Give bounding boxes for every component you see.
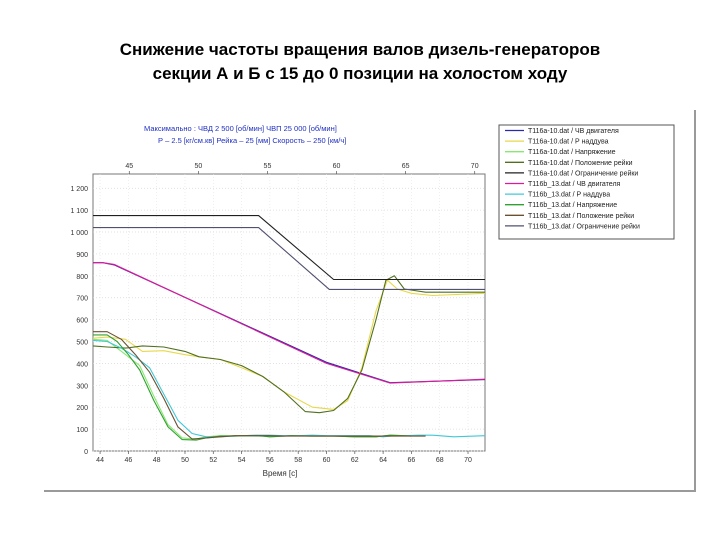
series-line: [93, 227, 485, 290]
x-bottom-tick-label: 70: [464, 457, 472, 464]
series-line: [92, 275, 485, 414]
x-axis-label: Время [с]: [263, 469, 298, 478]
series-line: [93, 331, 426, 440]
x-bottom-tick-label: 54: [238, 457, 246, 464]
legend-label: T116a-10.dat / Положение рейки: [528, 159, 633, 167]
x-bottom-tick-label: 46: [124, 457, 132, 464]
chart-header-line-1: Максимально : ЧВД 2 500 [об/мин] ЧВП 25 …: [144, 124, 337, 133]
x-top-tick-label: 50: [194, 163, 202, 170]
legend-label: T116a-10.dat / ЧВ двигателя: [528, 128, 619, 135]
y-tick-label: 400: [76, 361, 88, 368]
y-tick-label: 600: [76, 318, 88, 325]
x-top-tick-label: 70: [471, 163, 479, 170]
x-bottom-tick-label: 62: [351, 457, 359, 464]
x-bottom-tick-label: 44: [96, 457, 104, 464]
legend-label: T116b_13.dat / Ограничение рейки: [528, 222, 640, 230]
x-bottom-tick-label: 64: [379, 457, 387, 464]
x-top-tick-label: 55: [264, 163, 272, 170]
y-tick-label: 1 000: [70, 230, 88, 237]
axis-ticks: 0 100 200 300 400 500 600 700 800 900 1 000 1 100 1 …: [70, 163, 478, 464]
title-line-1: Снижение частоты вращения валов дизель-г…: [119, 40, 601, 59]
x-top-tick-label: 60: [333, 163, 341, 170]
chart-frame: [44, 110, 696, 492]
legend-label: T116a-10.dat / Ограничение рейки: [528, 169, 638, 177]
x-bottom-tick-label: 52: [209, 457, 217, 464]
slide-title: Снижение частоты вращения валов дизель-г…: [0, 38, 720, 86]
series-line: [93, 215, 485, 281]
y-tick-label: 1 100: [70, 208, 88, 215]
y-tick-label: 1 200: [70, 186, 88, 193]
x-bottom-tick-label: 66: [408, 457, 416, 464]
legend-label: T116b_13.dat / Напряжение: [528, 202, 617, 209]
x-bottom-tick-label: 48: [153, 457, 161, 464]
legend-label: T116b_13.dat / Р наддува: [528, 192, 610, 199]
y-tick-label: 200: [76, 405, 88, 412]
series-line: [93, 262, 486, 384]
x-bottom-tick-label: 56: [266, 457, 274, 464]
y-tick-label: 900: [76, 252, 88, 259]
legend-label: T116a-10.dat / Напряжение: [528, 149, 616, 156]
title-line-2: секции А и Б с 15 до 0 позиции на холост…: [152, 64, 568, 83]
x-bottom-tick-label: 68: [436, 457, 444, 464]
legend-label: T116b_13.dat / ЧВ двигателя: [528, 181, 621, 188]
y-tick-label: 100: [76, 427, 88, 434]
legend: T116a-10.dat / ЧВ двигателя T116a-10.dat …: [505, 128, 640, 230]
y-tick-label: 800: [76, 274, 88, 281]
chart-header-line-2: Р – 2.5 [кг/см.кв] Рейка – 25 [мм] Скоро…: [158, 136, 346, 145]
legend-label: T116a-10.dat / Р наддува: [528, 139, 609, 146]
x-bottom-tick-label: 50: [181, 457, 189, 464]
x-top-tick-label: 45: [125, 163, 133, 170]
plot-grid: [93, 174, 485, 452]
y-tick-label: 700: [76, 296, 88, 303]
y-tick-label: 500: [76, 340, 88, 347]
legend-label: T116b_13.dat / Положение рейки: [528, 212, 634, 220]
legend-box: [498, 124, 675, 240]
x-bottom-tick-label: 58: [294, 457, 302, 464]
x-top-tick-label: 65: [402, 163, 410, 170]
y-tick-label: 0: [84, 449, 88, 456]
y-tick-label: 300: [76, 383, 88, 390]
x-bottom-tick-label: 60: [323, 457, 331, 464]
series-layer: [92, 215, 486, 441]
